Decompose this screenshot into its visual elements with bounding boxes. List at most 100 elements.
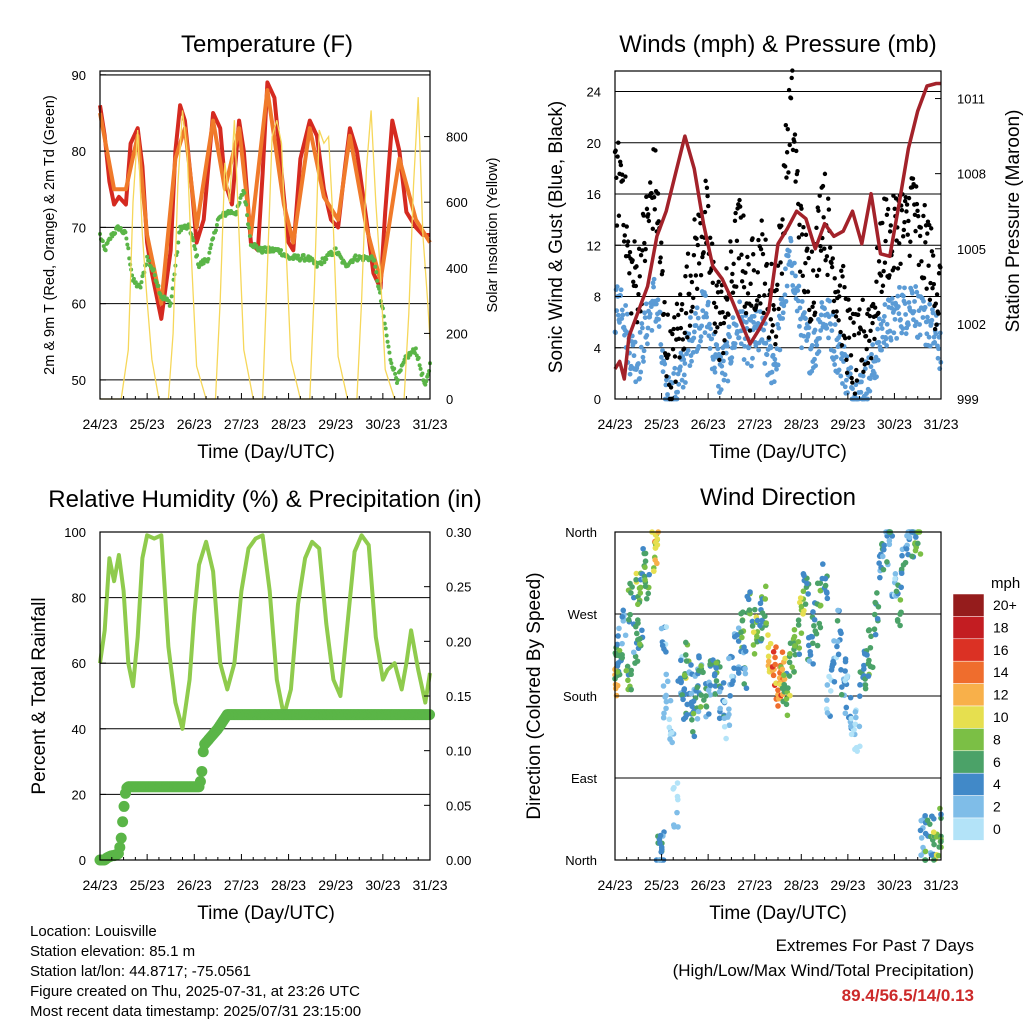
gust-point (627, 271, 632, 276)
wind-point (675, 389, 680, 395)
wind-point (809, 342, 815, 348)
x-tick-label: 25/23 (130, 416, 165, 432)
wind-point (880, 318, 886, 324)
direction-point (835, 651, 842, 658)
gust-point (672, 315, 677, 320)
gust-point (668, 385, 674, 390)
wind-point (632, 339, 638, 345)
direction-point (848, 715, 855, 722)
x-tick-label: 25/23 (644, 416, 679, 432)
gust-point (821, 215, 826, 220)
gust-point (830, 256, 835, 261)
wind-point (658, 354, 664, 360)
gust-point (770, 323, 775, 328)
dewpoint-point (395, 378, 400, 383)
wind-point (745, 361, 750, 366)
direction-point (801, 572, 807, 579)
direction-point (843, 674, 850, 681)
direction-point (880, 566, 887, 573)
direction-point (924, 817, 931, 824)
legend-label: 14 (993, 664, 1009, 680)
gust-point (811, 300, 817, 305)
gust-point (869, 356, 874, 361)
wind-point (871, 370, 877, 376)
dewpoint-point (195, 253, 200, 258)
wind-point (782, 292, 788, 298)
dewpoint-point (138, 285, 143, 290)
wind-point (914, 289, 920, 295)
gust-point (736, 256, 742, 261)
gust-point (755, 270, 760, 275)
gust-point (842, 336, 848, 341)
gust-point (831, 298, 837, 304)
wind-point (840, 381, 845, 386)
gust-point (771, 303, 776, 308)
y2-tick-label: 0 (446, 392, 453, 407)
dewpoint-point (301, 252, 306, 257)
wind-point (779, 296, 785, 302)
dewpoint-point (139, 280, 144, 285)
direction-point (827, 688, 834, 694)
direction-point (779, 649, 786, 656)
dewpoint-point (140, 274, 145, 279)
wind-point (708, 326, 713, 332)
wind-point (732, 345, 737, 350)
gust-point (768, 317, 774, 322)
dewpoint-point (103, 248, 108, 253)
y2-tick-label: 0.30 (446, 525, 471, 540)
direction-point (712, 671, 718, 677)
gust-point (858, 327, 864, 332)
direction-point (811, 616, 818, 623)
wind-point (776, 325, 782, 331)
dewpoint-point (383, 326, 388, 331)
y-tick-label: 12 (587, 238, 601, 253)
direction-point (770, 649, 777, 655)
gust-point (762, 293, 767, 298)
legend-swatch (952, 593, 985, 617)
gust-point (728, 249, 734, 254)
gust-point (892, 206, 897, 212)
direction-point (852, 746, 858, 753)
gust-point (784, 175, 789, 180)
x-tick-label: 25/23 (644, 877, 679, 893)
direction-point (731, 665, 737, 671)
dewpoint-point (402, 357, 407, 362)
gust-point (826, 207, 832, 212)
wind-point (906, 322, 911, 328)
wind-point (736, 335, 742, 341)
gust-point (618, 162, 624, 168)
gust-point (805, 289, 811, 294)
gust-point (930, 253, 936, 258)
direction-point (853, 714, 859, 721)
gust-point (883, 238, 888, 244)
direction-point (636, 585, 643, 592)
direction-point (681, 686, 688, 692)
gust-point (656, 219, 661, 224)
dewpoint-point (247, 234, 252, 239)
gust-point (694, 286, 700, 291)
wind-point (663, 382, 669, 388)
direction-point (817, 580, 824, 586)
direction-point (852, 709, 859, 715)
direction-point (787, 650, 793, 657)
gust-point (734, 284, 739, 289)
gust-point (690, 304, 695, 310)
gust-point (703, 178, 708, 184)
wind-point (688, 315, 693, 320)
direction-point (620, 607, 627, 614)
wind-point (672, 365, 678, 371)
gust-point (822, 246, 827, 251)
gust-point (713, 329, 718, 335)
x-tick-label: 28/23 (271, 877, 306, 893)
winds-series (612, 68, 944, 402)
gust-point (709, 241, 715, 246)
gust-point (724, 297, 730, 302)
wind-point (615, 312, 621, 318)
temperature-y-label: 2m & 9m T (Red, Orange) & 2m Td (Green) (42, 95, 58, 375)
wind-point (920, 315, 926, 320)
direction-point (795, 622, 802, 628)
gust-point (657, 259, 663, 265)
gust-point (891, 193, 896, 198)
figure-created: Figure created on Thu, 2025-07-31, at 23… (30, 983, 360, 1000)
direction-point (716, 715, 723, 722)
